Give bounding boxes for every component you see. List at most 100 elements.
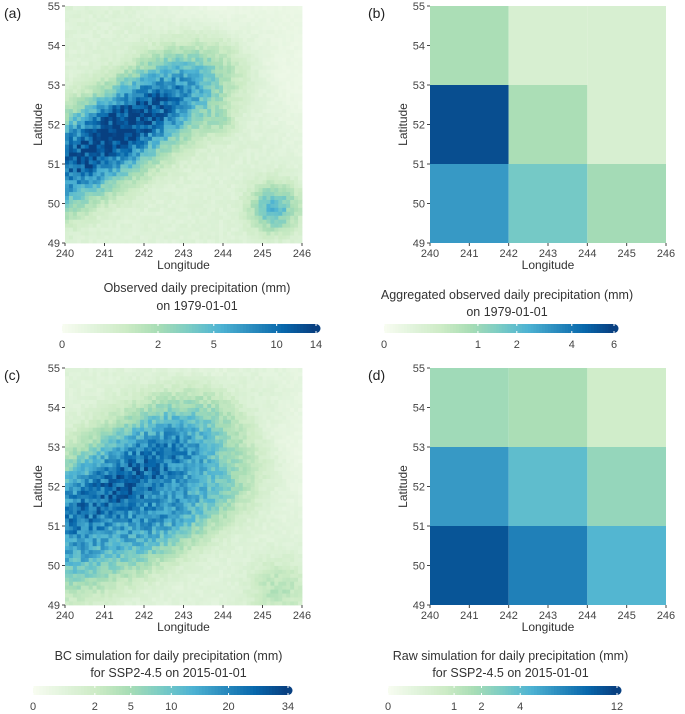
heatmap-cell <box>234 239 240 244</box>
heatmap-cell <box>112 227 117 232</box>
heatmap-cell <box>132 100 137 106</box>
heatmap-cell <box>238 116 244 121</box>
heatmap-cell <box>183 112 188 117</box>
heatmap-cell <box>226 6 232 11</box>
heatmap-cell <box>144 152 149 157</box>
heatmap-cell <box>179 112 184 117</box>
heatmap-cell <box>286 545 291 551</box>
heatmap-cell <box>120 549 125 555</box>
heatmap-cell <box>215 41 220 46</box>
heatmap-cell <box>151 57 157 62</box>
heatmap-cell <box>187 112 192 117</box>
heatmap-cell <box>298 573 303 578</box>
heatmap-cell <box>132 160 137 165</box>
heatmap-cell <box>96 17 101 23</box>
heatmap-cell <box>207 545 212 551</box>
heatmap-cell <box>155 179 161 185</box>
colorbar-segment <box>424 324 428 333</box>
heatmap-cell <box>108 6 113 11</box>
heatmap-cell <box>282 191 287 196</box>
heatmap-cell <box>159 73 165 78</box>
heatmap-cell <box>128 211 133 216</box>
heatmap-cell <box>250 128 255 133</box>
heatmap-cell <box>128 88 133 94</box>
heatmap-cell <box>290 549 295 555</box>
heatmap-cell <box>223 152 228 157</box>
heatmap-cell <box>68 167 74 173</box>
heatmap-cell <box>84 108 90 114</box>
heatmap-cell <box>65 593 70 598</box>
heatmap-cell <box>84 235 90 240</box>
heatmap-cell <box>187 65 192 70</box>
heatmap-cell <box>262 191 267 196</box>
heatmap-cell <box>246 549 252 555</box>
heatmap-cell <box>76 561 82 566</box>
heatmap-cell <box>183 152 188 157</box>
heatmap-cell <box>183 211 188 216</box>
heatmap-cell <box>120 191 125 196</box>
heatmap-cell <box>195 557 200 562</box>
heatmap-cell <box>282 88 287 94</box>
heatmap-cell <box>120 219 125 224</box>
heatmap-cell <box>147 92 153 98</box>
heatmap-cell <box>238 597 244 602</box>
heatmap-cell <box>258 167 263 173</box>
heatmap-cell <box>167 561 173 566</box>
heatmap-cell <box>203 223 208 228</box>
heatmap-cell <box>282 545 287 551</box>
heatmap-cell <box>104 148 109 153</box>
heatmap-cell <box>116 124 121 129</box>
heatmap-cell <box>219 45 224 50</box>
heatmap-cell <box>155 140 161 145</box>
heatmap-cell <box>282 45 287 50</box>
heatmap-cell <box>147 85 153 90</box>
heatmap-cell <box>258 144 263 149</box>
heatmap-cell <box>159 585 165 590</box>
heatmap-cell <box>215 187 220 193</box>
heatmap-cell <box>128 100 133 106</box>
heatmap-cell <box>100 601 105 606</box>
colorbar-segment <box>447 324 451 333</box>
heatmap-cell <box>262 88 267 94</box>
heatmap-cell <box>144 577 149 582</box>
heatmap-cell <box>282 171 287 177</box>
x-tick-label: 241 <box>460 248 478 260</box>
heatmap-cell <box>108 557 113 562</box>
heatmap-cell <box>270 167 275 173</box>
heatmap-cell <box>199 29 204 35</box>
heatmap-cell <box>108 573 113 578</box>
colorbar-segment <box>570 324 575 333</box>
heatmap-cell <box>144 223 149 228</box>
heatmap-cell <box>84 49 90 54</box>
heatmap-cell <box>223 601 228 606</box>
heatmap-cell <box>144 164 149 169</box>
heatmap-cell <box>116 49 121 54</box>
heatmap-cell <box>242 227 248 232</box>
heatmap-cell <box>151 140 157 145</box>
heatmap-cell <box>171 132 176 137</box>
heatmap-cell <box>136 207 141 212</box>
heatmap-cell <box>199 577 204 582</box>
heatmap-cell <box>68 136 74 141</box>
heatmap-cell <box>286 13 291 19</box>
heatmap-cell <box>88 589 94 594</box>
heatmap-cell <box>84 136 90 141</box>
heatmap-cell <box>163 191 169 196</box>
heatmap-cell <box>203 179 208 185</box>
heatmap-cell <box>207 537 212 543</box>
heatmap-cell <box>282 152 287 157</box>
heatmap-cell <box>187 164 192 169</box>
heatmap-cell <box>68 215 74 220</box>
heatmap-cell <box>246 17 252 23</box>
heatmap-cell <box>100 17 105 23</box>
heatmap-cell <box>179 92 184 98</box>
heatmap-cell <box>132 65 137 70</box>
heatmap-cell <box>262 203 267 208</box>
heatmap-cell <box>290 593 295 598</box>
heatmap-cell <box>80 21 86 27</box>
heatmap-cell <box>195 549 200 555</box>
heatmap-cell <box>108 49 113 54</box>
heatmap-cell <box>199 73 204 78</box>
heatmap-cell <box>92 21 97 27</box>
heatmap-cell <box>155 108 161 114</box>
